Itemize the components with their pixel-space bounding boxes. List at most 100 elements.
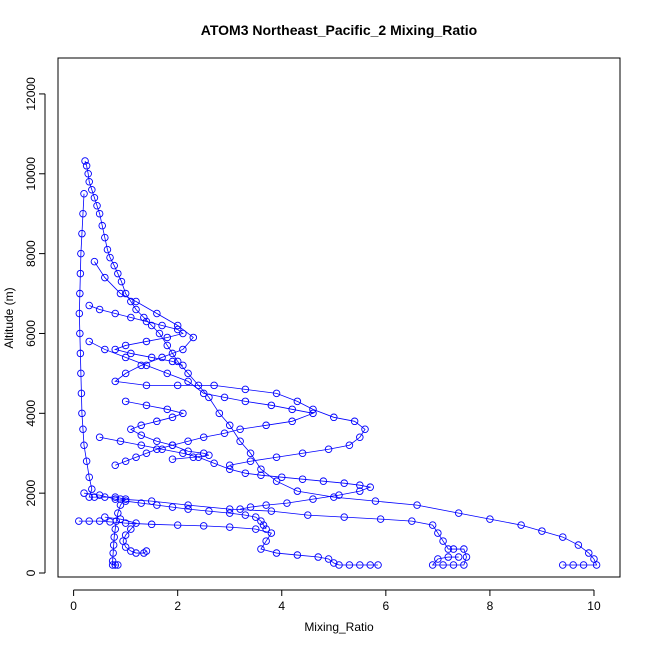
data-point	[163, 333, 172, 342]
data-point	[309, 405, 317, 414]
data-point	[439, 561, 447, 569]
data-point	[184, 369, 192, 378]
data-point	[236, 425, 244, 434]
data-point	[90, 257, 99, 266]
data-point	[559, 561, 567, 569]
data-point	[168, 413, 177, 422]
data-point	[225, 509, 234, 517]
data-point	[267, 401, 276, 410]
data-point	[319, 477, 328, 485]
data-point	[257, 471, 265, 479]
data-point	[76, 329, 84, 338]
data-point	[366, 483, 374, 491]
data-point	[199, 433, 208, 442]
data-point	[366, 561, 374, 569]
data-point	[84, 170, 92, 178]
data-point	[184, 501, 192, 509]
data-point	[283, 499, 291, 507]
data-point	[462, 553, 471, 561]
data-point	[95, 433, 104, 442]
data-point	[121, 457, 130, 465]
data-point	[356, 433, 364, 442]
data-point	[439, 537, 447, 545]
chart-title: ATOM3 Northeast_Pacific_2 Mixing_Ratio	[201, 22, 477, 38]
data-point	[108, 557, 117, 565]
data-point	[272, 453, 281, 461]
data-point	[324, 445, 333, 453]
data-point	[517, 521, 525, 529]
data-point	[147, 321, 156, 330]
data-point	[142, 361, 151, 370]
data-point	[103, 245, 112, 254]
data-point	[137, 499, 146, 507]
data-point	[79, 425, 87, 434]
data-point	[158, 445, 166, 453]
data-point	[434, 529, 442, 537]
data-point	[168, 441, 177, 450]
x-tick-label: 8	[487, 599, 494, 613]
data-point	[173, 381, 182, 390]
data-point	[158, 353, 166, 362]
data-point	[460, 561, 468, 569]
data-point	[413, 501, 421, 509]
x-tick-label: 2	[174, 599, 181, 613]
data-point	[259, 521, 268, 529]
data-point	[75, 517, 83, 525]
data-point	[210, 381, 218, 390]
data-point	[95, 517, 104, 525]
data-point	[246, 503, 255, 511]
data-point	[330, 413, 338, 422]
data-point	[82, 162, 91, 170]
data-point	[251, 513, 260, 521]
series-line	[99, 436, 372, 510]
data-point	[111, 461, 119, 469]
data-point	[163, 341, 172, 350]
data-point	[76, 269, 85, 278]
data-point	[114, 269, 122, 278]
data-point	[153, 501, 161, 509]
data-point	[454, 553, 463, 561]
y-tick-label: 4000	[24, 400, 38, 427]
data-point	[189, 333, 198, 342]
data-point	[210, 459, 218, 467]
data-point	[153, 437, 161, 446]
data-point	[350, 417, 359, 426]
data-point	[241, 511, 250, 519]
data-point	[444, 545, 453, 553]
data-point	[262, 501, 270, 509]
data-point	[335, 491, 343, 499]
data-point	[335, 561, 343, 569]
data-point	[179, 329, 187, 338]
data-point	[95, 305, 104, 314]
data-point	[374, 561, 382, 569]
data-point	[220, 393, 229, 402]
data-point	[132, 549, 140, 557]
data-point	[116, 437, 125, 446]
data-point	[111, 493, 119, 501]
data-point	[127, 313, 135, 322]
data-point	[257, 517, 265, 525]
data-point	[137, 361, 146, 370]
data-point	[101, 513, 109, 521]
data-point	[121, 289, 130, 298]
data-point	[142, 547, 151, 555]
data-point	[288, 405, 296, 414]
data-point	[85, 473, 93, 481]
data-point	[111, 309, 119, 318]
data-point	[345, 441, 354, 450]
data-point	[158, 321, 166, 330]
data-point	[408, 517, 416, 525]
data-point	[85, 517, 93, 525]
plot-area: 0 2 4 6 8 10 0 2000 4000 6000 8000 10000 12000	[24, 57, 621, 613]
data-point	[76, 289, 84, 298]
data-point	[95, 209, 104, 218]
data-point	[236, 437, 244, 446]
data-point	[220, 429, 229, 438]
data-point	[298, 449, 307, 457]
data-point	[168, 503, 177, 511]
data-point	[127, 349, 135, 358]
data-point	[225, 465, 234, 473]
data-point	[241, 469, 250, 477]
data-point	[179, 449, 187, 457]
